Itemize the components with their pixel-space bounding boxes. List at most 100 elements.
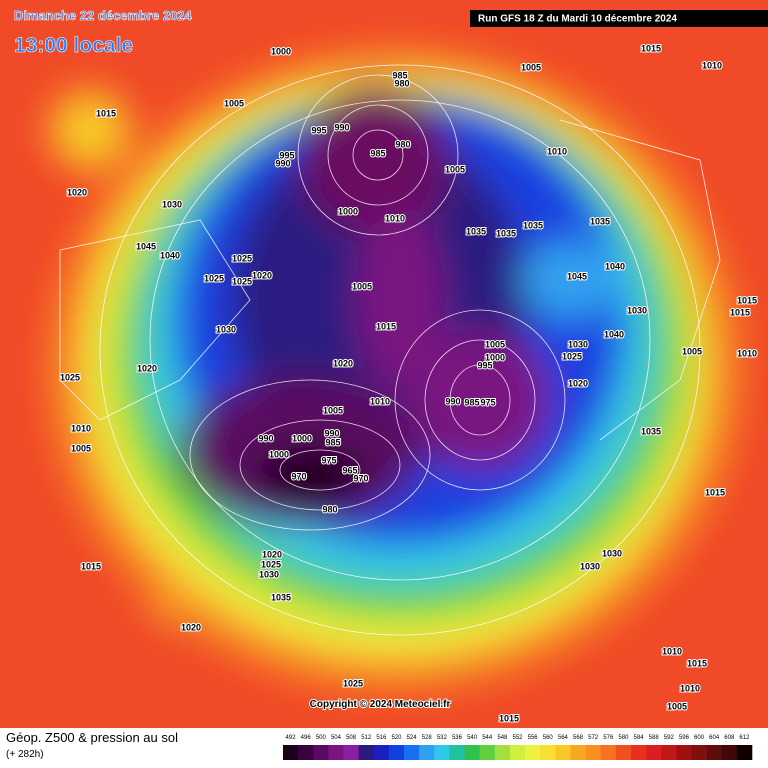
colorbar-swatch	[509, 745, 526, 760]
forecast-hour: (+ 282h)	[6, 749, 44, 760]
colorbar-swatch	[328, 745, 344, 760]
pressure-label: 1005	[224, 98, 244, 108]
colorbar-swatch	[388, 745, 405, 760]
pressure-label: 985	[370, 148, 385, 158]
footer-title: Géop. Z500 & pression au sol	[6, 730, 178, 745]
run-info: Run GFS 18 Z du Mardi 10 décembre 2024	[478, 14, 677, 25]
pressure-label: 970	[291, 471, 306, 481]
colorbar-swatch	[434, 745, 450, 760]
colorbar-swatch	[676, 745, 692, 760]
pressure-label: 1030	[627, 305, 647, 315]
pressure-label: 1025	[343, 678, 363, 688]
colorbar-label: 560	[543, 735, 554, 741]
pressure-label: 990	[324, 428, 339, 438]
pressure-label: 1005	[352, 281, 372, 291]
colorbar-label: 604	[709, 735, 720, 741]
colorbar-swatch	[600, 745, 617, 760]
colorbar-label: 596	[679, 735, 690, 741]
pressure-label: 1005	[485, 339, 505, 349]
colorbar-label: 548	[497, 735, 508, 741]
pressure-label: 975	[480, 397, 495, 407]
colorbar-swatch	[570, 745, 586, 760]
pressure-label: 990	[275, 158, 290, 168]
colorbar-swatch	[691, 745, 707, 760]
pressure-label: 1025	[261, 559, 281, 569]
pressure-label: 1025	[60, 372, 80, 382]
pressure-label: 1015	[687, 658, 707, 668]
pressure-label: 1035	[641, 426, 661, 436]
pressure-label: 965	[342, 465, 357, 475]
pressure-label: 1000	[338, 206, 358, 216]
run-banner	[470, 10, 768, 27]
pressure-label: 1030	[602, 548, 622, 558]
pressure-label: 1005	[521, 62, 541, 72]
colorbar-label: 512	[361, 735, 372, 741]
isobars	[59, 64, 721, 636]
colorbar-swatch	[479, 745, 496, 760]
colorbar-swatch	[525, 745, 541, 760]
colorbar-swatch	[494, 745, 511, 760]
pressure-label: 1040	[604, 329, 624, 339]
pressure-label: 1020	[137, 363, 157, 373]
pressure-label: 1035	[466, 226, 486, 236]
pressure-label: 1025	[232, 276, 252, 286]
pressure-label: 1025	[562, 351, 582, 361]
colorbar-label: 556	[528, 735, 539, 741]
pressure-label: 995	[279, 150, 294, 160]
pressure-label: 1000	[271, 46, 291, 56]
colorbar-label: 564	[558, 735, 569, 741]
colorbar-swatch	[404, 745, 420, 760]
pressure-label: 1005	[323, 405, 343, 415]
pressure-label: 1025	[232, 253, 252, 263]
pressure-label: 1010	[680, 683, 700, 693]
pressure-label: 1015	[499, 713, 519, 723]
pressure-label: 1015	[81, 561, 101, 571]
colorbar-label: 508	[346, 735, 357, 741]
colorbar-swatch	[449, 745, 465, 760]
colorbar-label: 532	[437, 735, 448, 741]
pressure-label: 1030	[216, 324, 236, 334]
colorbar-swatch	[419, 745, 435, 760]
colorbar-swatch	[283, 745, 299, 760]
colorbar-label: 504	[331, 735, 342, 741]
date-title: Dimanche 22 décembre 2024	[14, 8, 193, 23]
pressure-label: 1030	[162, 199, 182, 209]
pressure-label: 1010	[71, 423, 91, 433]
pressure-label: 1010	[370, 396, 390, 406]
colorbar-label: 544	[482, 735, 493, 741]
colorbar-label: 536	[452, 735, 463, 741]
pressure-label: 1000	[485, 352, 505, 362]
colorbar-swatch	[464, 745, 480, 760]
pressure-label: 1040	[160, 250, 180, 260]
local-time: 13:00 locale	[14, 34, 133, 57]
pressure-label: 1005	[667, 701, 687, 711]
colorbar-swatch	[373, 745, 390, 760]
pressure-label: 985	[325, 437, 340, 447]
pressure-label: 1015	[96, 108, 116, 118]
colorbar-swatch	[540, 745, 556, 760]
colorbar-label: 576	[603, 735, 614, 741]
colorbar-swatch	[358, 745, 375, 760]
pressure-label: 1020	[333, 358, 353, 368]
colorbar-swatch	[298, 745, 314, 760]
pressure-label: 1010	[702, 60, 722, 70]
pressure-label: 1005	[71, 443, 91, 453]
colorbar-label: 496	[301, 735, 312, 741]
colorbar-label: 608	[724, 735, 735, 741]
colorbar-label: 588	[649, 735, 660, 741]
pressure-label: 1015	[705, 487, 725, 497]
pressure-label: 1010	[662, 646, 682, 656]
pressure-label: 1015	[730, 307, 750, 317]
colorbar-swatch	[706, 745, 723, 760]
colorbar-swatch	[721, 745, 738, 760]
pressure-label: 1010	[547, 146, 567, 156]
copyright: Copyright © 2024 Meteociel.fr	[310, 699, 451, 710]
colorbar-label: 592	[664, 735, 675, 741]
pressure-label: 995	[477, 360, 492, 370]
pressure-label: 1025	[204, 273, 224, 283]
pressure-label: 1030	[259, 569, 279, 579]
pressure-label: 970	[353, 473, 368, 483]
pressure-label: 1035	[523, 220, 543, 230]
colorbar-swatch	[646, 745, 662, 760]
colorbar-swatch	[630, 745, 647, 760]
